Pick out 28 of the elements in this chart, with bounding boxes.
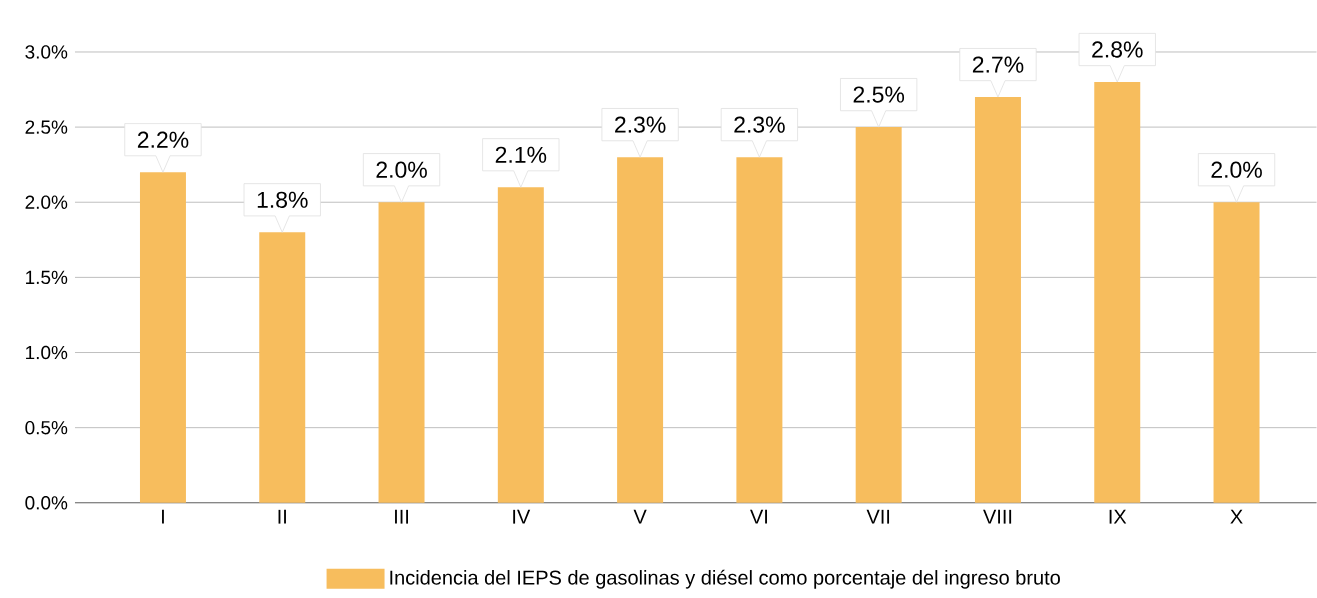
x-tick-label: VII (866, 509, 890, 524)
x-tick-label: VI (750, 509, 767, 524)
y-tick-label: 1.5% (26, 270, 68, 285)
data-label: 2.8% (1092, 41, 1143, 58)
y-tick-label: 2.5% (25, 120, 68, 134)
data-label: 2.5% (853, 86, 905, 103)
data-label: 2.1% (495, 146, 547, 163)
x-tick-label: V (633, 509, 647, 524)
data-label: 2.3% (615, 116, 666, 133)
y-tick-label: 0.5% (25, 421, 68, 435)
data-label: 2.3% (734, 116, 785, 133)
y-tick-label: 1.0% (26, 345, 68, 360)
data-label: 2.7% (972, 56, 1024, 73)
x-tick-label: III (395, 509, 409, 524)
data-label: 2.2% (137, 131, 189, 148)
data-label: 2.0% (376, 161, 427, 178)
x-tick-label: IV (513, 509, 531, 524)
data-label: 2.0% (1211, 161, 1262, 178)
x-tick-label: IX (1109, 509, 1127, 524)
x-tick-label: I (162, 509, 164, 524)
y-tick-label: 0.0% (25, 496, 68, 510)
legend-label: Incidencia del IEPS de gasolinas y diésel como porcentaje del ingreso bruto (390, 569, 1060, 589)
y-tick-label: 2.0% (25, 195, 68, 210)
x-tick-label: X (1230, 509, 1243, 524)
x-tick-label: II (278, 509, 286, 524)
x-tick-label: VIII (983, 509, 1012, 524)
data-label: 1.8% (257, 191, 308, 209)
y-tick-label: 3.0% (25, 45, 68, 59)
